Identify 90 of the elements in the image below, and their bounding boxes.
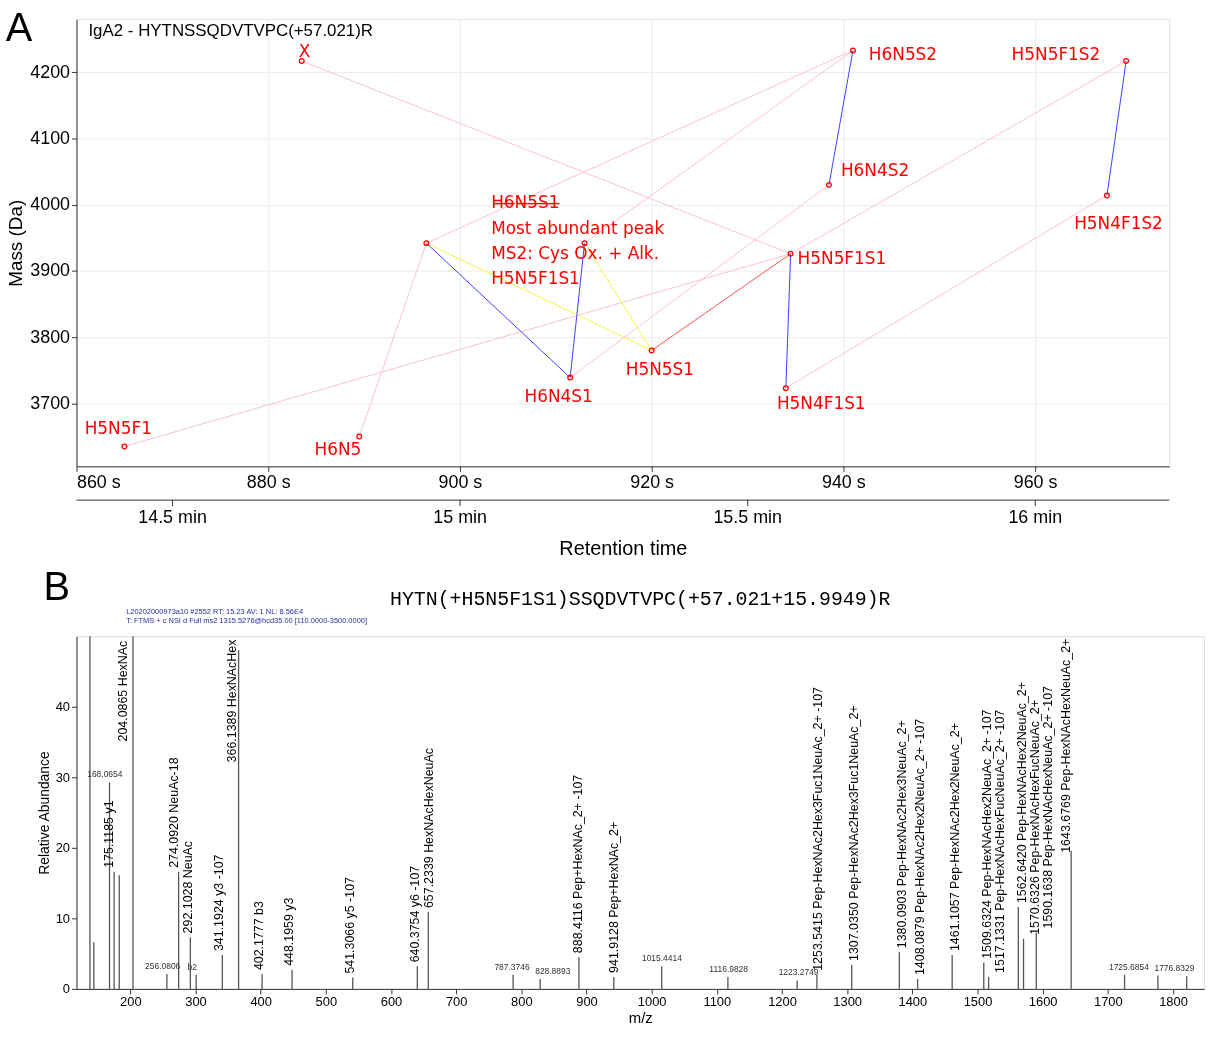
- annotation: 274.0920 NeuAc-18: [167, 757, 182, 868]
- annotation: 402.1777 b3: [251, 901, 266, 971]
- annotation: H5N5F1S1: [797, 247, 887, 268]
- x-tick-label: 800: [511, 994, 533, 1010]
- y-tick-label: 30: [55, 769, 71, 785]
- x-tick-label: 500: [315, 994, 338, 1010]
- chart-title: HYTN(+H5N5F1S1)SSQDVTVPC(+57.021+15.9949)R: [389, 588, 891, 612]
- y-tick-label: 3700: [30, 392, 71, 413]
- y-tick-label: 3800: [30, 326, 71, 347]
- chart-title: IgA2 - HYTNSSQDVTVPC(+57.021)R: [88, 21, 374, 41]
- x-tick-label: 940 s: [821, 471, 866, 492]
- y-tick-label: 40: [55, 699, 71, 715]
- x-tick-label: 600: [380, 994, 403, 1010]
- annotation: 888.4116 Pep+HexNAc_2+ -107: [571, 774, 586, 954]
- y-axis-title: Mass (Da): [5, 199, 27, 287]
- y-tick-label: 10: [55, 910, 71, 926]
- y-tick-label: 3900: [30, 260, 71, 281]
- x-tick-label: 1600: [1028, 994, 1058, 1010]
- annotation: H5N4F1S1: [776, 393, 866, 414]
- annotation: H5N4F1S2: [1074, 213, 1163, 234]
- annotation: Most abundant peak: [491, 218, 665, 239]
- annotation: 1570.6326 Pep-HexNAcHexFucNeuAc_2+: [1028, 700, 1043, 935]
- annotation: H5N5F1: [84, 417, 152, 438]
- annotation: 292.1028 NeuAc: [180, 840, 195, 934]
- x-tick-label: 200: [120, 994, 142, 1010]
- x-tick-label: 900 s: [438, 471, 483, 492]
- x-tick-label: 920 s: [630, 471, 675, 492]
- x-tick-label: 860 s: [76, 471, 121, 492]
- x-tick-label: 1700: [1093, 994, 1123, 1010]
- x2-tick-label: 15 min: [433, 506, 487, 527]
- annotation: 366.1389 HexNAcHex: [225, 638, 240, 763]
- x-tick-label: 400: [250, 994, 272, 1010]
- annotation: H5N5F1S1: [491, 267, 580, 288]
- annotation: 1590.1638 Pep-HexNAcHexNeuAc_2+ -107: [1041, 685, 1056, 929]
- x2-tick-label: 14.5 min: [138, 506, 207, 527]
- annotation: 1116.9828: [709, 963, 749, 974]
- annotation: 1517.1331 Pep-HexNAcHexFucNeuAc_2+ -107: [993, 709, 1008, 973]
- x-tick-label: 1100: [703, 994, 732, 1010]
- annotation: 1015.4414: [641, 953, 683, 964]
- annotation: H6N4S2: [840, 159, 910, 180]
- text: B: [43, 564, 70, 609]
- x-tick-label: 900: [576, 994, 598, 1010]
- annotation: X: [298, 41, 311, 62]
- annotation: 787.3746: [494, 961, 530, 972]
- y-tick-label: 0: [62, 981, 71, 997]
- y-tick-label: 4100: [30, 127, 71, 148]
- annotation: H̶6̶N̶5̶S̶1̶: [491, 192, 560, 213]
- annotation: H5N5S1: [625, 359, 695, 380]
- x-axis-title: m/z: [628, 1010, 653, 1027]
- x-axis-title: Retention time: [559, 537, 688, 560]
- annotation: 1509.6324 Pep-HexNAcHex2NeuAc_2+ -107: [979, 709, 994, 959]
- y-tick-label: 20: [55, 840, 71, 856]
- annotation: 541.3066 y5 -107: [343, 876, 358, 974]
- annotation: 341.1924 y3 -107: [211, 854, 226, 952]
- annotation: H6N4S1: [524, 386, 593, 407]
- annotation: 1461.1057 Pep-HexNAc2Hex2NeuAc_2+: [947, 723, 962, 952]
- annotation: 204.0865 HexNAc: [115, 640, 130, 742]
- x-tick-label: 1800: [1159, 994, 1188, 1010]
- annotation: H5N5F1S2: [1011, 44, 1101, 65]
- x2-tick-label: 15.5 min: [713, 506, 782, 527]
- annotation: 175.1185 y1: [102, 800, 117, 868]
- annotation: 828.8893: [535, 966, 571, 977]
- annotation: 1307.0350 Pep-HexNAc2Hex3Fuc1NeuAc_2+: [846, 705, 861, 961]
- x-tick-label: 1200: [768, 994, 797, 1010]
- annotation: 1776.8329: [1154, 962, 1195, 973]
- x-tick-label: 960 s: [1013, 471, 1058, 492]
- x2-tick-label: 16 min: [1008, 506, 1063, 527]
- text: A: [5, 5, 33, 50]
- x-tick-label: 300: [185, 994, 207, 1010]
- annotation: 1380.0903 Pep-HexNAc2Hex3NeuAc_2+: [894, 720, 909, 949]
- y-tick-label: 4200: [30, 61, 71, 82]
- annotation: 1562.6420 Pep-HexNAcHex2NeuAc_2+: [1014, 682, 1029, 904]
- annotation: 941.9128 Pep+HexNAc_2+: [606, 821, 621, 973]
- annotation: 448.1959 y3: [281, 897, 296, 966]
- x-tick-label: 1500: [963, 994, 993, 1010]
- y-tick-label: 4000: [30, 194, 71, 215]
- annotation: H6N5: [314, 439, 362, 460]
- annotation: 1408.0879 Pep-HexNAc2Hex2NeuAc_2+ -107: [913, 718, 928, 976]
- x-tick-label: 1300: [833, 994, 863, 1010]
- x-tick-label: 1400: [898, 994, 928, 1010]
- x-tick-label: 1000: [637, 994, 667, 1010]
- annotation: 1643.6769 Pep-HexNAcHexNeuAc_2+: [1059, 638, 1073, 853]
- x-tick-label: 700: [445, 994, 468, 1010]
- annotation: H6N5S2: [868, 44, 938, 65]
- y-axis-title: Relative Abundance: [35, 751, 52, 875]
- annotation: 1725.6854: [1108, 961, 1150, 972]
- x-tick-label: 880 s: [246, 471, 291, 492]
- annotation: 657.2339 HexNAcHexNeuAc: [421, 748, 436, 909]
- annotation: 640.3754 y6 -107: [408, 865, 423, 963]
- annotation: MS2: Cys Ox. + Alk.: [491, 243, 660, 264]
